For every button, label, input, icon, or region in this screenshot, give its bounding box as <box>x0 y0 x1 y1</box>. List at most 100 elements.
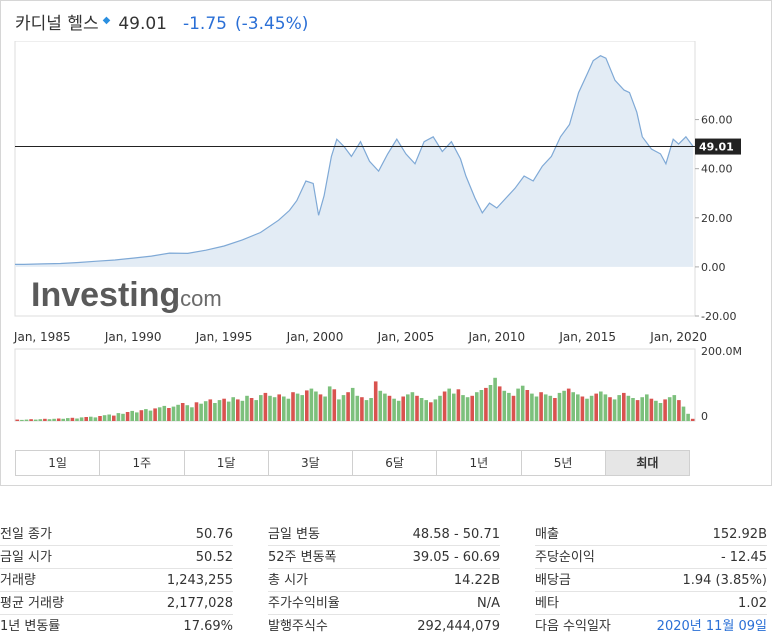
stat-label: 다음 수익일자 <box>535 619 611 634</box>
volume-bar <box>429 402 433 421</box>
volume-bar <box>530 393 534 421</box>
divider <box>0 568 233 569</box>
last-price: 49.01 <box>118 14 167 34</box>
volume-bar <box>419 398 424 421</box>
price-line <box>15 55 694 265</box>
volume-bar <box>571 392 575 421</box>
stat-row: 금일 변동 48.58 - 50.71 <box>268 523 500 546</box>
volume-bar <box>282 396 286 421</box>
volume-bar <box>277 394 281 421</box>
volume-bar <box>534 396 539 421</box>
x-tick-label: Jan, 2005 <box>377 330 435 344</box>
divider <box>268 545 500 546</box>
diamond-icon: ◆ <box>102 15 111 26</box>
x-tick-label: Jan, 1985 <box>13 330 71 344</box>
volume-bar <box>410 392 415 421</box>
volume-bar <box>33 419 38 421</box>
volume-bar <box>497 386 502 421</box>
current-price-tag <box>695 138 741 155</box>
volume-bar <box>640 397 644 421</box>
volume-bar <box>493 377 497 421</box>
stat-row: 배당금 1.94 (3.85%) <box>535 569 767 592</box>
volume-bar <box>135 412 139 421</box>
volume-bar <box>327 386 332 421</box>
stat-row: 평균 거래량 2,177,028 <box>0 592 233 615</box>
volume-bar <box>543 394 548 421</box>
volume-bar <box>447 388 451 421</box>
volume-bar <box>658 403 663 421</box>
volume-bar <box>236 399 240 421</box>
volume-bar <box>52 418 56 421</box>
volume-bar <box>29 419 33 421</box>
tab-3m[interactable]: 3달 <box>268 451 353 475</box>
volume-bar <box>79 417 84 421</box>
volume-bar <box>622 392 626 421</box>
volume-bar <box>116 413 121 421</box>
volume-bar <box>424 400 428 421</box>
price-chart[interactable]: 60.00 40.00 20.00 0.00 -20.00 Investing.com 49… <box>1 41 772 441</box>
volume-bar <box>566 388 571 421</box>
stat-value: 1.02 <box>738 596 767 611</box>
tab-max[interactable]: 최대 <box>605 451 689 475</box>
volume-bar <box>167 408 171 421</box>
volume-bar <box>125 412 130 421</box>
volume-bar <box>438 395 442 421</box>
stat-value: 48.58 - 50.71 <box>412 527 500 542</box>
stat-value: 50.52 <box>195 550 233 565</box>
volume-bar <box>401 396 405 421</box>
tab-1w[interactable]: 1주 <box>100 451 185 475</box>
volume-bar <box>15 419 20 421</box>
volume-bar <box>337 399 341 421</box>
volume-bar <box>484 387 488 421</box>
volume-bar <box>488 385 493 421</box>
volume-bar <box>93 417 98 421</box>
volume-bar <box>70 417 75 421</box>
volume-bar <box>516 388 520 421</box>
volume-bar <box>383 393 387 421</box>
volume-bar <box>635 400 640 421</box>
volume-bar <box>323 396 327 421</box>
x-tick-label: Jan, 2020 <box>649 330 707 344</box>
tab-1y[interactable]: 1년 <box>437 451 522 475</box>
stat-row: 전일 종가 50.76 <box>0 523 233 546</box>
volume-bar <box>75 418 79 421</box>
volume-bar <box>475 392 479 421</box>
stat-label: 52주 변동폭 <box>268 550 337 565</box>
volume-bar <box>176 404 180 421</box>
volume-bar <box>240 400 245 421</box>
stat-value: N/A <box>477 596 500 611</box>
volume-bar <box>61 418 65 421</box>
volume-bar <box>415 395 419 421</box>
volume-bar <box>539 392 543 421</box>
volume-bar <box>305 390 309 421</box>
stat-row: 다음 수익일자 2020년 11월 09일 <box>535 615 767 638</box>
quote-header: 카디널 헬스 ◆ 49.01 -1.75 (-3.45%) <box>15 9 308 37</box>
volume-bar <box>226 401 231 421</box>
volume-bar <box>387 395 392 421</box>
stat-label: 발행주식수 <box>268 619 328 634</box>
volume-bar <box>89 416 93 421</box>
stat-label: 금일 변동 <box>268 527 320 542</box>
next-earnings-link[interactable]: 2020년 11월 09일 <box>656 619 767 634</box>
volume-bar <box>461 395 465 421</box>
volume-bar <box>626 395 631 421</box>
tab-1m[interactable]: 1달 <box>184 451 269 475</box>
volume-bar <box>259 395 263 421</box>
investing-watermark-suffix: .com <box>174 286 222 311</box>
volume-bar <box>350 387 355 421</box>
stat-label: 거래량 <box>0 573 36 588</box>
tab-1d[interactable]: 1일 <box>16 451 101 475</box>
volume-bar <box>672 395 677 421</box>
volume-bar <box>456 389 461 421</box>
volume-bar <box>576 394 580 421</box>
volume-bar <box>511 395 516 421</box>
tab-6m[interactable]: 6달 <box>353 451 438 475</box>
volume-bar <box>553 398 557 421</box>
stat-label: 평균 거래량 <box>0 596 64 611</box>
volume-bar <box>38 419 43 421</box>
chart-frame: 카디널 헬스 ◆ 49.01 -1.75 (-3.45%) 60.00 40.00… <box>0 0 772 486</box>
stat-label: 총 시가 <box>268 573 309 588</box>
stat-label: 주가수익비율 <box>268 596 340 611</box>
volume-bar <box>663 399 667 421</box>
tab-5y[interactable]: 5년 <box>521 451 606 475</box>
